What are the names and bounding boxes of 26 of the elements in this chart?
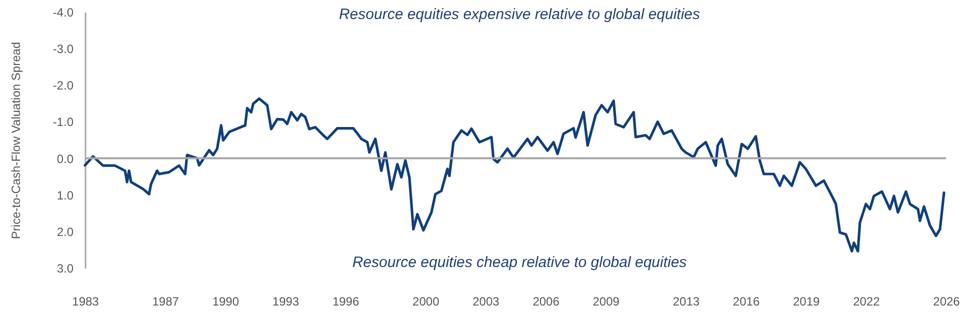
y-tick-label: 2.0: [56, 224, 74, 239]
x-tick-label: 1987: [152, 294, 180, 308]
x-tick-label: 2006: [532, 294, 560, 308]
annotation: Resource equities expensive relative to global equities: [338, 6, 701, 23]
x-tick-label: 2009: [592, 294, 620, 308]
x-tick-label: 2019: [792, 294, 820, 308]
y-tick-label: -1.0: [52, 115, 74, 130]
y-tick-label: -3.0: [52, 42, 74, 56]
x-tick-label: 2016: [732, 294, 760, 308]
x-tick-label: 1996: [332, 294, 360, 308]
y-tick-label: 1.0: [56, 188, 74, 202]
x-tick-label: 2003: [472, 294, 500, 308]
y-tick-label: 0.0: [56, 152, 74, 166]
y-axis-title: Price-to-Cash-Flow Valuation Spread: [8, 42, 23, 240]
x-tick-label: 1983: [72, 294, 100, 308]
x-tick-label: 2000: [412, 294, 440, 308]
annotation: Resource equities cheap relative to global equities: [352, 254, 688, 271]
x-tick-label: 2013: [672, 294, 700, 308]
y-tick-label: -4.0: [52, 6, 74, 20]
y-tick-label: -2.0: [52, 78, 74, 93]
x-tick-label: 2026: [933, 294, 960, 308]
x-tick-label: 2022: [853, 294, 880, 308]
x-tick-label: 1993: [272, 294, 300, 308]
line-series: [84, 97, 946, 252]
y-tick-label: 3.0: [56, 262, 74, 276]
x-tick-label: 1990: [212, 294, 240, 308]
